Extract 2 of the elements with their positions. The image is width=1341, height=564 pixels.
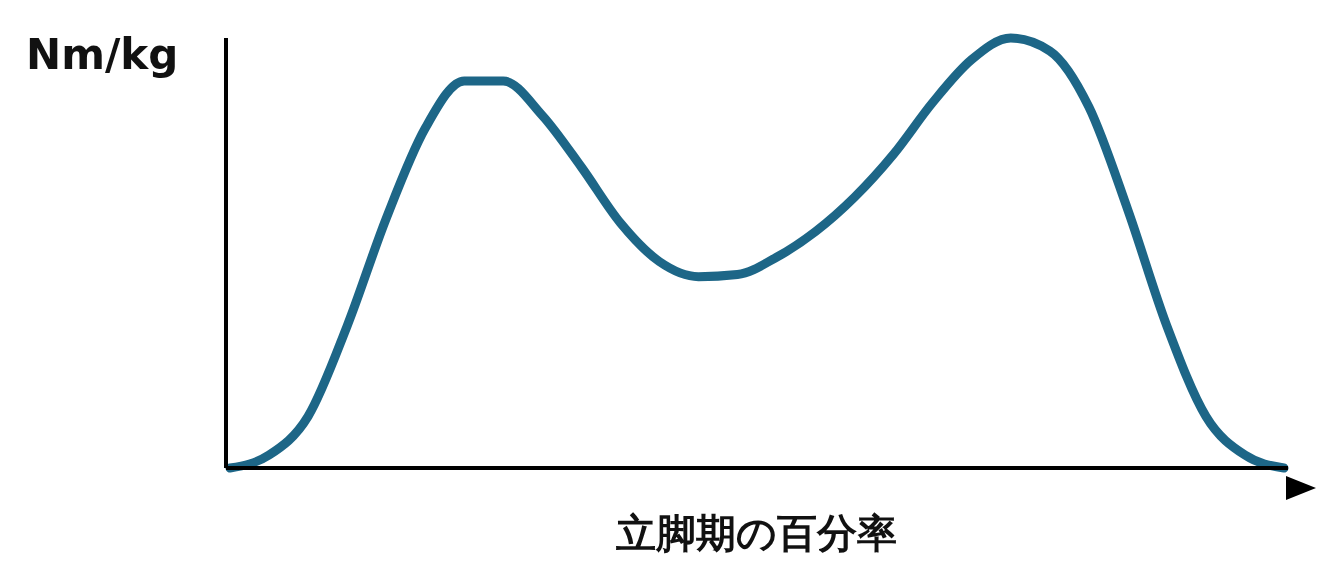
x-axis-title: 立脚期の百分率: [615, 509, 898, 558]
y-axis-title: Nm/kg: [26, 30, 179, 79]
